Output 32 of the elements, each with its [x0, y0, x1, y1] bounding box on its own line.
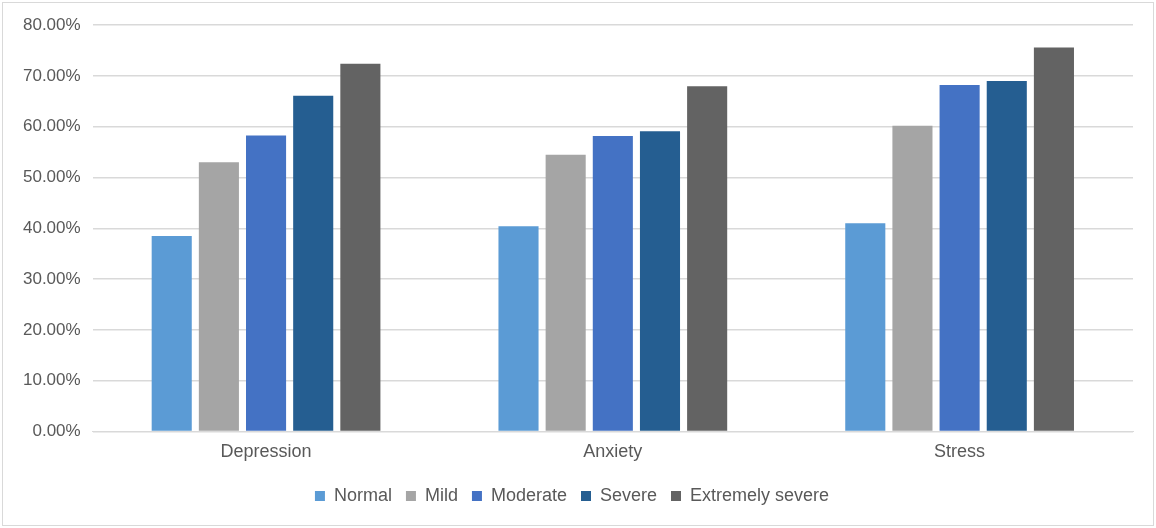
legend-label: Severe — [599, 484, 658, 505]
bar — [1033, 47, 1074, 431]
bar — [340, 63, 381, 431]
bar — [151, 235, 192, 431]
y-tick-label: 20.00% — [22, 319, 81, 339]
legend-label: Moderate — [490, 484, 567, 505]
y-tick-label: 30.00% — [22, 268, 81, 288]
y-tick-label: 60.00% — [22, 116, 81, 136]
y-tick-label: 80.00% — [22, 14, 81, 34]
bar — [246, 135, 287, 431]
bar — [845, 223, 886, 431]
bar — [498, 226, 539, 431]
x-tick-label: Anxiety — [583, 441, 643, 462]
y-tick-label: 50.00% — [22, 167, 81, 187]
x-tick-label: Depression — [220, 441, 312, 462]
bar — [198, 162, 239, 431]
legend-label: Extremely severe — [690, 484, 830, 505]
bar — [293, 95, 334, 431]
legend-label: Normal — [333, 484, 392, 505]
legend-label: Mild — [424, 484, 458, 505]
y-tick-label: 0.00% — [32, 421, 81, 441]
x-tick-label: Stress — [934, 441, 986, 462]
y-tick-label: 70.00% — [22, 65, 81, 85]
y-tick-label: 40.00% — [22, 217, 81, 237]
bar — [939, 85, 980, 431]
bar — [892, 125, 933, 431]
bar — [592, 135, 633, 431]
bar — [639, 131, 681, 431]
bar — [687, 86, 728, 431]
y-tick-label: 10.00% — [22, 370, 81, 390]
bar — [545, 154, 586, 431]
bar — [986, 81, 1027, 431]
